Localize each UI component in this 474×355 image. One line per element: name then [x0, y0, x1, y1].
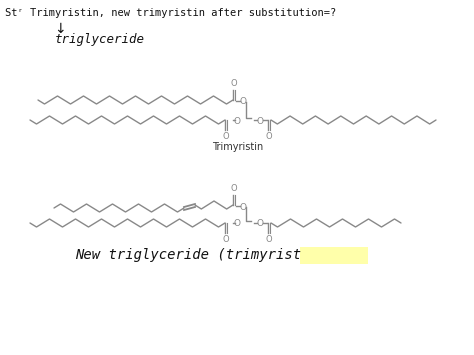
Text: Stʳ Trimyristin, new trimyristin after substitution=?: Stʳ Trimyristin, new trimyristin after s…	[5, 8, 336, 18]
Text: O: O	[256, 116, 264, 126]
Text: O: O	[231, 79, 237, 88]
Text: O: O	[239, 98, 246, 106]
Text: triglyceride: triglyceride	[55, 33, 145, 46]
Text: New triglyceride (trimyrist: New triglyceride (trimyrist	[75, 248, 301, 262]
Text: O: O	[239, 202, 246, 212]
Text: O: O	[234, 116, 240, 126]
Text: O: O	[223, 235, 229, 244]
Text: O: O	[266, 132, 272, 141]
Text: O: O	[231, 184, 237, 193]
Text: ↓: ↓	[54, 22, 66, 36]
Text: O: O	[256, 219, 264, 229]
Text: O: O	[223, 132, 229, 141]
Text: O: O	[266, 235, 272, 244]
Text: O: O	[234, 219, 240, 229]
Text: Trimyristin: Trimyristin	[212, 142, 264, 152]
FancyBboxPatch shape	[300, 247, 368, 264]
